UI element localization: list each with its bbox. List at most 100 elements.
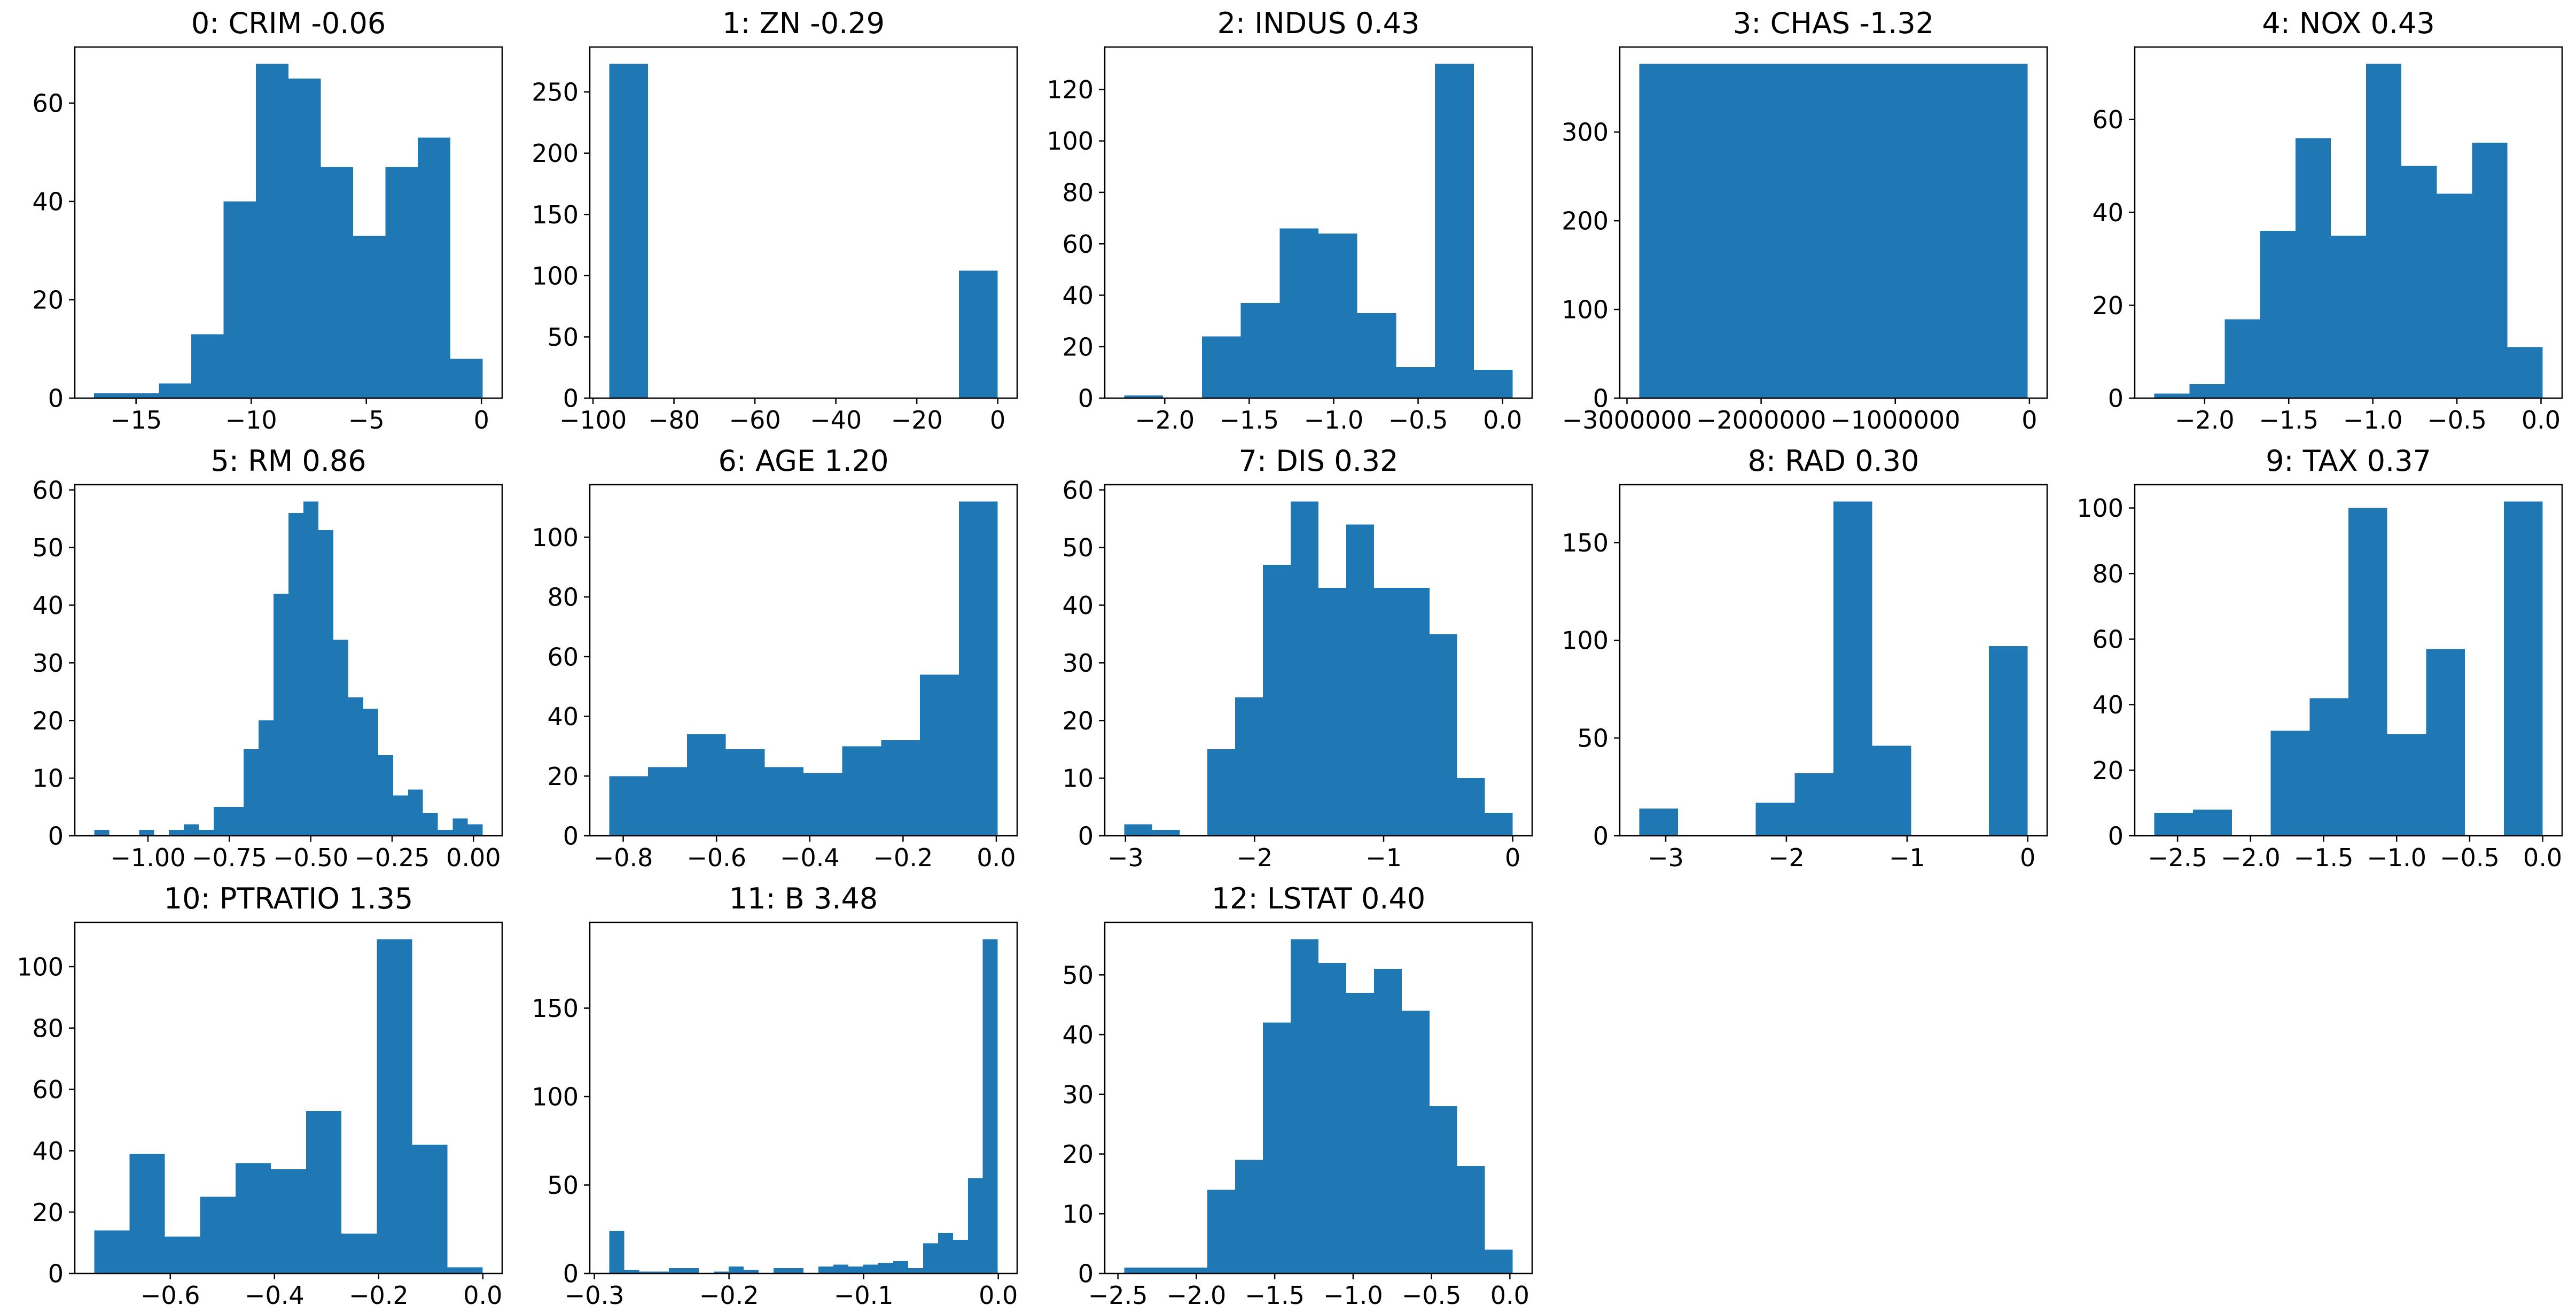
y-tick-label: 30 bbox=[1062, 649, 1094, 678]
histogram-bar bbox=[333, 640, 348, 836]
histogram-bar bbox=[159, 383, 192, 398]
subplot-title: 5: RM 0.86 bbox=[210, 444, 366, 478]
histogram-bar bbox=[1291, 501, 1318, 836]
y-tick-label: 0 bbox=[1593, 384, 1609, 413]
x-tick-label: 0 bbox=[1505, 843, 1520, 872]
x-tick-label: −0.6 bbox=[140, 1281, 200, 1310]
histogram-bar bbox=[648, 767, 687, 836]
histogram-bar bbox=[2154, 393, 2190, 398]
histogram-bar bbox=[2507, 347, 2543, 398]
axes-frame bbox=[74, 484, 503, 837]
histogram-bar bbox=[2348, 508, 2387, 836]
histogram-bar bbox=[725, 749, 765, 836]
histogram-bar bbox=[2426, 649, 2465, 836]
y-tick-label: 40 bbox=[32, 187, 64, 216]
histogram-bar bbox=[126, 393, 159, 398]
y-tick-label: 100 bbox=[1047, 127, 1094, 156]
histogram-bar bbox=[385, 167, 418, 398]
histogram-bar bbox=[1473, 370, 1513, 398]
histogram-bar bbox=[982, 939, 998, 1273]
x-tick-label: −0.5 bbox=[1388, 406, 1448, 434]
y-tick-label: 10 bbox=[1062, 764, 1094, 793]
subplot-title: 10: PTRATIO 1.35 bbox=[163, 882, 413, 915]
x-tick-label: −2 bbox=[1768, 843, 1805, 872]
y-tick-label: 100 bbox=[1562, 296, 1609, 324]
histogram-bar bbox=[288, 512, 303, 836]
y-tick-label: 100 bbox=[2077, 494, 2124, 523]
histogram-bar bbox=[447, 1267, 483, 1273]
histogram-bar bbox=[341, 1233, 377, 1273]
y-tick-label: 150 bbox=[1562, 529, 1609, 557]
histogram-bar bbox=[881, 740, 920, 836]
histogram-lstat-plot: −2.5 −2.0 −1.5 −1.0 −0.5 0.0 0 10 20 30 40 50 bbox=[1062, 921, 1533, 1310]
y-tick-label: 200 bbox=[1562, 207, 1609, 236]
x-tick-label: −15 bbox=[110, 406, 162, 434]
histogram-bar bbox=[1401, 1011, 1430, 1273]
histogram-bar bbox=[624, 1270, 639, 1273]
y-tick-label: 0 bbox=[48, 1260, 64, 1288]
histogram-bar bbox=[764, 767, 803, 836]
y-tick-label: 100 bbox=[17, 953, 64, 982]
x-tick-label: −2.5 bbox=[1088, 1281, 1148, 1310]
y-tick-label: 20 bbox=[2092, 291, 2124, 320]
histogram-bar bbox=[1794, 773, 1833, 836]
histogram-bar bbox=[2154, 813, 2193, 836]
x-tick-label: 0.00 bbox=[446, 843, 501, 872]
y-tick-label: 0 bbox=[1078, 822, 1094, 851]
subplot-lstat: 12: LSTAT 0.40 −2.5 −2.0 −1.5 −1.0 −0.5 0.0 0 1… bbox=[1030, 875, 1545, 1313]
histogram-dis-plot: −3 −2 −1 0 0 10 20 30 40 50 60 bbox=[1062, 476, 1533, 872]
y-tick-label: 0 bbox=[563, 1260, 579, 1288]
y-tick-label: 50 bbox=[547, 323, 579, 352]
histogram-bar bbox=[244, 749, 259, 836]
y-tick-label: 100 bbox=[1562, 626, 1609, 655]
histogram-bar bbox=[393, 795, 408, 836]
histogram-bar bbox=[842, 746, 881, 836]
histogram-bar bbox=[714, 1271, 729, 1273]
x-tick-label: 0.0 bbox=[2523, 843, 2562, 872]
y-tick-label: 0 bbox=[563, 822, 579, 851]
y-tick-label: 0 bbox=[563, 384, 579, 413]
x-tick-label: −2.0 bbox=[2221, 843, 2281, 872]
histogram-bar bbox=[438, 830, 453, 836]
histogram-bar bbox=[423, 812, 438, 836]
x-tick-label: −80 bbox=[648, 406, 700, 434]
x-tick-label: −1.5 bbox=[1220, 406, 1279, 434]
subplot-b: 11: B 3.48 −0.3 −0.2 −0.1 0.0 0 50 100 150 bbox=[515, 875, 1030, 1313]
histogram-bar bbox=[1318, 962, 1346, 1273]
x-tick-label: −0.1 bbox=[834, 1281, 894, 1310]
histogram-bar bbox=[953, 1240, 968, 1273]
histogram-bar bbox=[2472, 143, 2508, 398]
histogram-bar bbox=[848, 1266, 863, 1273]
histogram-bar bbox=[1235, 1160, 1263, 1273]
histogram-bar bbox=[686, 734, 726, 836]
histogram-bar bbox=[1435, 64, 1474, 399]
histogram-age-plot: −0.8 −0.6 −0.4 −0.2 0.0 0 20 40 60 80 100 bbox=[532, 484, 1018, 872]
y-tick-label: 50 bbox=[1062, 961, 1094, 990]
histogram-bar bbox=[833, 1264, 848, 1273]
x-tick-label: 0 bbox=[990, 406, 1005, 434]
x-tick-label: −0.50 bbox=[273, 843, 348, 872]
axes-frame bbox=[1104, 484, 1533, 837]
histogram-bar bbox=[2260, 231, 2296, 398]
histogram-bar bbox=[2270, 731, 2310, 836]
y-tick-label: 0 bbox=[48, 822, 64, 851]
histogram-bar bbox=[1124, 395, 1164, 398]
y-tick-label: 40 bbox=[547, 702, 579, 731]
histogram-bar bbox=[2437, 193, 2472, 398]
y-tick-label: 80 bbox=[32, 1014, 64, 1043]
x-tick-label: 0.0 bbox=[1483, 406, 1522, 434]
axes-frame bbox=[2134, 484, 2563, 837]
histogram-bar bbox=[1346, 992, 1374, 1273]
histogram-bar bbox=[378, 755, 393, 836]
y-tick-label: 60 bbox=[1062, 230, 1094, 259]
y-tick-label: 10 bbox=[1062, 1200, 1094, 1229]
histogram-bar bbox=[920, 674, 959, 836]
x-tick-label: −3000000 bbox=[1562, 406, 1692, 434]
axes-frame bbox=[1619, 46, 2048, 399]
histogram-bar bbox=[270, 1169, 307, 1273]
subplot-title: 8: RAD 0.30 bbox=[1747, 444, 1919, 478]
x-tick-label: −1.0 bbox=[2367, 843, 2426, 872]
y-tick-label: 20 bbox=[32, 706, 64, 735]
subplot-chas: 3: CHAS -1.32 −3000000 −2000000 −1000000 0 0… bbox=[1545, 0, 2060, 438]
histogram-bar bbox=[1318, 588, 1346, 836]
